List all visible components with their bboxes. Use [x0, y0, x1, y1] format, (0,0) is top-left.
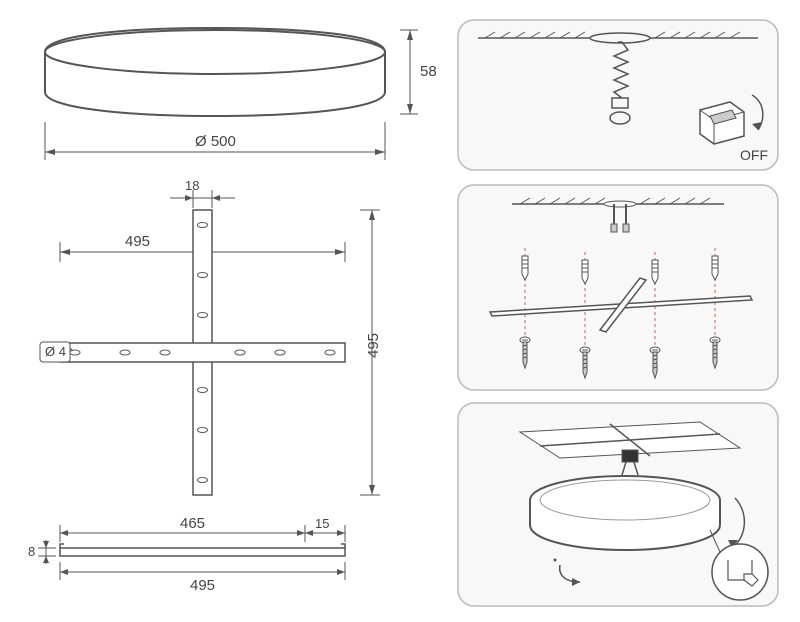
- lamp-profile-view: 58 Ø 500: [45, 28, 437, 160]
- bracket-width-label: 495: [125, 233, 150, 250]
- step-1-panel: OFF: [458, 20, 778, 170]
- bracket-plan-view: 495 495 18: [40, 178, 382, 495]
- lamp-height-label: 58: [420, 63, 437, 80]
- bracket-height-label: 495: [365, 333, 382, 358]
- profile-thickness-label: 8: [28, 544, 35, 559]
- profile-edge-label: 15: [315, 516, 329, 531]
- lamp-iso: [530, 476, 720, 550]
- step-3-panel: [458, 403, 778, 606]
- bracket-profile-view: 465 15 8 495: [28, 515, 345, 594]
- installation-diagram: 58 Ø 500 495 495 18: [0, 0, 800, 622]
- arm-width-label: 18: [185, 178, 199, 193]
- switch-off-label: OFF: [740, 147, 768, 163]
- profile-inner-label: 465: [180, 515, 205, 532]
- step-2-panel: [458, 185, 778, 390]
- hole-diameter-label: Ø 4: [45, 344, 66, 359]
- lamp-diameter-label: Ø 500: [195, 133, 236, 150]
- profile-total-label: 495: [190, 577, 215, 594]
